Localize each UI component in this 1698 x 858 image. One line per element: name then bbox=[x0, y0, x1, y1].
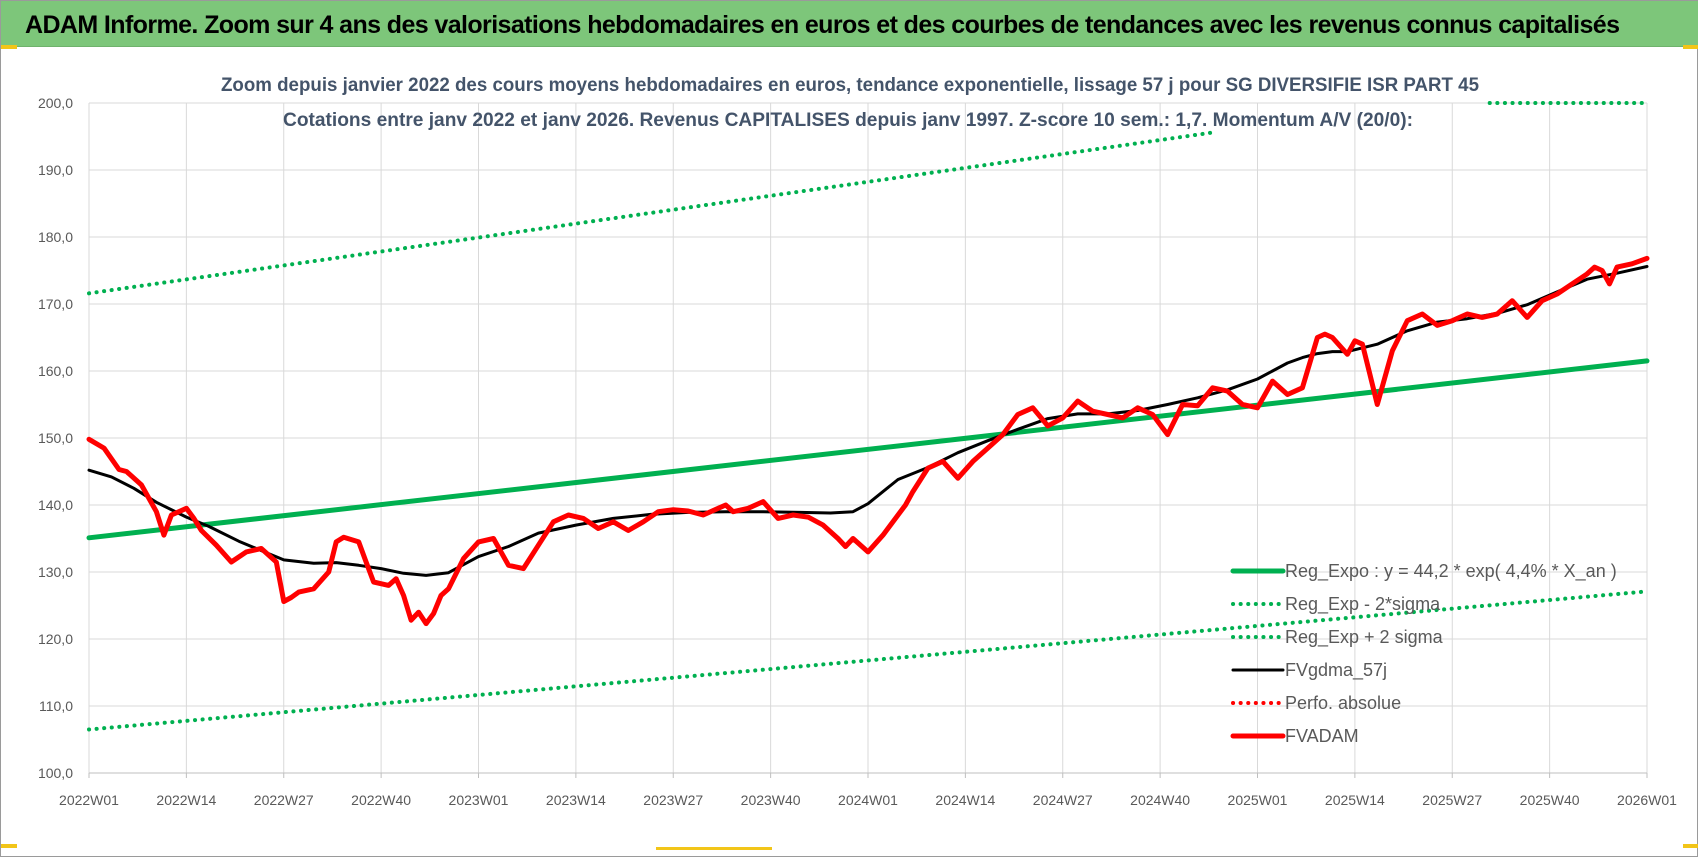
x-tick-label: 2022W01 bbox=[59, 792, 119, 808]
y-tick-label: 150,0 bbox=[38, 430, 73, 446]
y-tick-label: 130,0 bbox=[38, 564, 73, 580]
corner-mark bbox=[1, 844, 17, 848]
x-tick-label: 2023W01 bbox=[449, 792, 509, 808]
chart-grid bbox=[88, 102, 1648, 778]
x-tick-label: 2026W01 bbox=[1617, 792, 1677, 808]
banner: ADAM Informe. Zoom sur 4 ans des valoris… bbox=[1, 1, 1698, 47]
series-line-reg-expo-y-44-2-exp-4-4-x-an bbox=[86, 358, 1650, 541]
legend-label: Perfo. absolue bbox=[1285, 693, 1401, 713]
x-tick-label: 2025W40 bbox=[1520, 792, 1580, 808]
y-tick-label: 200,0 bbox=[38, 95, 73, 111]
legend-label: Reg_Exp - 2*sigma bbox=[1285, 594, 1441, 615]
legend-label: FVgdma_57j bbox=[1285, 660, 1387, 681]
y-tick-label: 170,0 bbox=[38, 296, 73, 312]
x-tick-label: 2025W27 bbox=[1422, 792, 1482, 808]
x-tick-label: 2024W27 bbox=[1033, 792, 1093, 808]
corner-mark bbox=[1683, 844, 1698, 848]
chart-series bbox=[86, 101, 1650, 732]
chart-legend: Reg_Expo : y = 44,2 * exp( 4,4% * X_an )… bbox=[1230, 561, 1617, 746]
legend-label: Reg_Expo : y = 44,2 * exp( 4,4% * X_an ) bbox=[1285, 561, 1617, 582]
chart-title: Zoom depuis janvier 2022 des cours moyen… bbox=[221, 75, 1479, 96]
y-tick-label: 110,0 bbox=[39, 698, 73, 714]
x-tick-label: 2023W40 bbox=[741, 792, 801, 808]
banner-title: ADAM Informe. Zoom sur 4 ans des valoris… bbox=[25, 11, 1620, 39]
x-tick-label: 2022W14 bbox=[156, 792, 216, 808]
corner-mark bbox=[1, 45, 17, 49]
x-tick-label: 2024W40 bbox=[1130, 792, 1190, 808]
y-tick-label: 140,0 bbox=[38, 497, 73, 513]
corner-mark bbox=[1683, 45, 1698, 49]
corner-mark bbox=[656, 847, 772, 850]
chart-subtitle: Cotations entre janv 2022 et janv 2026. … bbox=[283, 110, 1413, 131]
x-tick-label: 2024W01 bbox=[838, 792, 898, 808]
x-tick-label: 2024W14 bbox=[935, 792, 995, 808]
y-tick-label: 190,0 bbox=[38, 162, 73, 178]
legend-label: FVADAM bbox=[1285, 726, 1359, 746]
legend-label: Reg_Exp + 2 sigma bbox=[1285, 627, 1444, 648]
y-axis-ticks: 100,0 110,0 120,0 130,0 140,0 150,0 160,0 170,0… bbox=[38, 95, 73, 781]
x-axis-ticks: 2022W01 2022W14 2022W27 2022W40 2023W01 2023W… bbox=[59, 792, 1677, 808]
series-line-fvadam bbox=[86, 255, 1650, 627]
x-tick-label: 2025W14 bbox=[1325, 792, 1385, 808]
x-tick-label: 2022W40 bbox=[351, 792, 411, 808]
y-tick-label: 180,0 bbox=[38, 229, 73, 245]
y-tick-label: 100,0 bbox=[38, 765, 73, 781]
x-tick-label: 2023W27 bbox=[643, 792, 703, 808]
x-tick-label: 2023W14 bbox=[546, 792, 606, 808]
y-tick-label: 160,0 bbox=[38, 363, 73, 379]
y-tick-label: 120,0 bbox=[38, 631, 73, 647]
series-line-reg-exp-2-sigma bbox=[87, 589, 1649, 732]
x-tick-label: 2025W01 bbox=[1228, 792, 1288, 808]
series-line-reg-exp-2-sigma bbox=[87, 130, 1215, 296]
x-tick-label: 2022W27 bbox=[254, 792, 314, 808]
